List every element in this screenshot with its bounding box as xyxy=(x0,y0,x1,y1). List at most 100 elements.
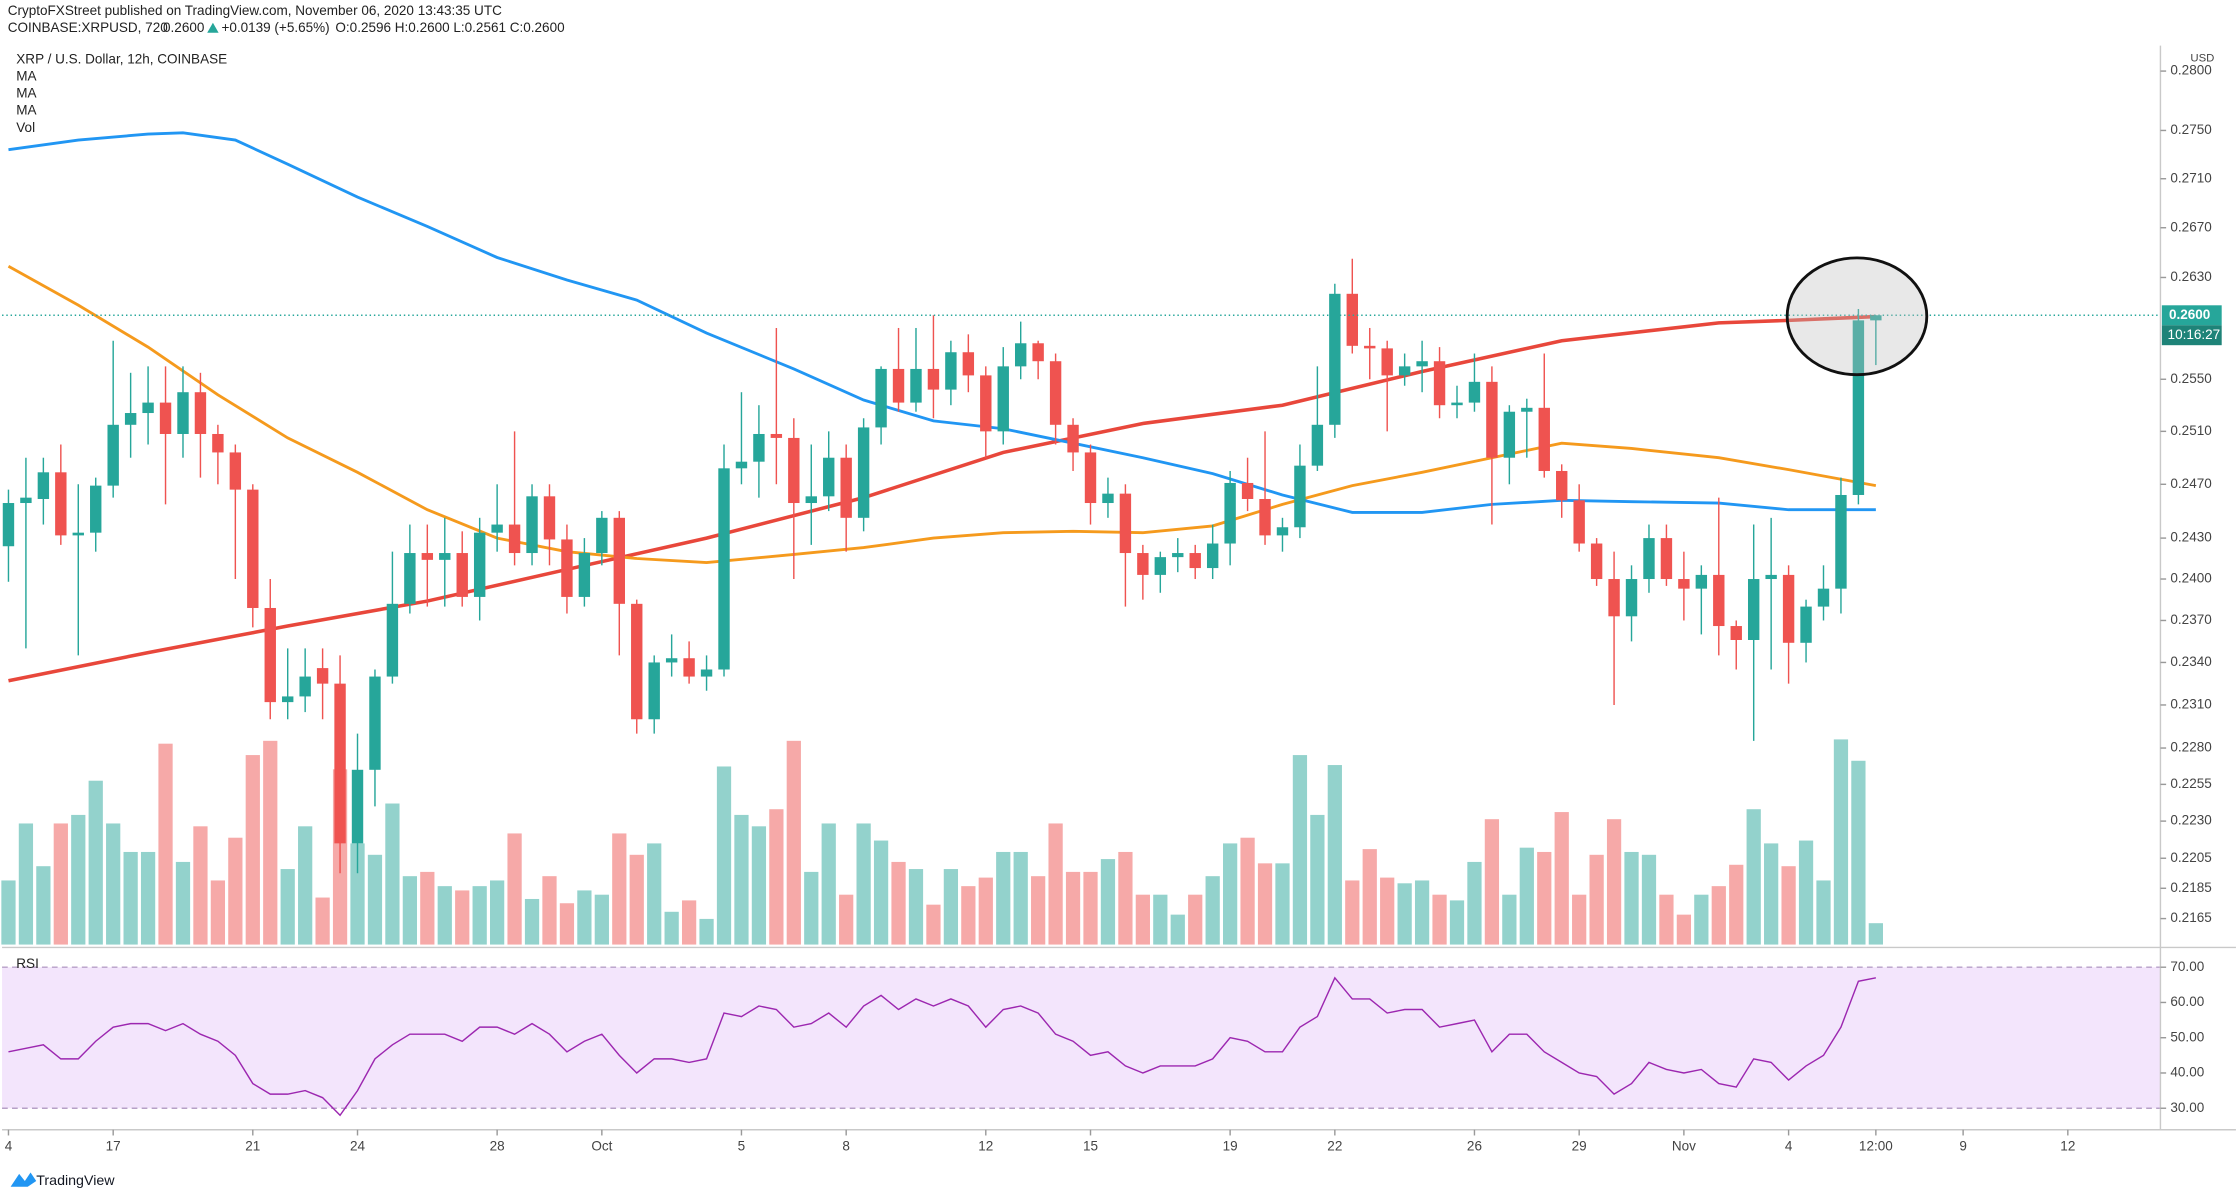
y-tick-label: 0.2670 xyxy=(2170,219,2211,234)
y-tick-label: 0.2710 xyxy=(2170,170,2211,185)
moving-average xyxy=(7,264,1877,565)
volume-bar xyxy=(1223,843,1238,945)
candle-body xyxy=(1084,452,1097,504)
candle-body xyxy=(369,676,381,770)
volume-bar xyxy=(1833,739,1849,945)
y-tick-label: 0.2255 xyxy=(2170,776,2211,791)
candle-body xyxy=(1590,543,1603,580)
volume-bar xyxy=(1170,914,1185,945)
footer: TradingView xyxy=(36,1173,115,1189)
y-tick-label: 0.2400 xyxy=(2170,571,2211,586)
moving-average xyxy=(8,314,1876,683)
y-tick-label: 0.2185 xyxy=(2170,880,2211,895)
candle-body xyxy=(892,368,905,403)
candle-body xyxy=(1468,381,1481,403)
candle-body xyxy=(421,553,434,560)
candle-body xyxy=(1625,579,1638,617)
candle-body xyxy=(37,472,50,499)
candle-body xyxy=(1730,626,1742,640)
candle-body xyxy=(840,457,852,518)
volume-bar xyxy=(1572,894,1587,945)
candle-body xyxy=(770,433,783,438)
volume-bar xyxy=(629,854,644,945)
y-tick-label: 50.00 xyxy=(2170,1029,2204,1044)
price: 0.2600 xyxy=(163,20,204,35)
candle-body xyxy=(1486,381,1498,458)
candle-body xyxy=(1381,348,1393,376)
legend-title: XRP / U.S. Dollar, 12h, COINBASE xyxy=(16,51,227,66)
volume-bar xyxy=(228,837,243,945)
volume-bar xyxy=(1449,900,1465,945)
volume-bar xyxy=(140,851,156,945)
candle-body xyxy=(875,368,887,428)
candle-body xyxy=(282,696,294,703)
volume-bar xyxy=(1519,847,1534,945)
volume-bar xyxy=(978,877,993,945)
candle-body xyxy=(980,375,992,432)
volume-bar xyxy=(350,843,365,945)
x-tick-label: 4 xyxy=(5,1138,13,1153)
volume-bar xyxy=(263,740,278,945)
volume-bar xyxy=(1711,886,1726,945)
volume-bar xyxy=(1781,866,1796,945)
volume-bar xyxy=(612,833,627,945)
y-tick-label: 0.2230 xyxy=(2170,813,2211,828)
y-tick-label: 40.00 xyxy=(2170,1065,2204,1080)
candle-body xyxy=(194,392,207,434)
candle-body xyxy=(299,676,311,697)
legend-vol: Vol xyxy=(16,120,35,135)
volume-bar xyxy=(891,861,906,945)
candle-body xyxy=(334,683,346,844)
candle-body xyxy=(1817,588,1830,607)
candle-body xyxy=(962,352,975,376)
candle-body xyxy=(1398,366,1411,376)
candle-body xyxy=(1678,579,1690,589)
candle-body xyxy=(1206,543,1219,569)
candle-body xyxy=(491,524,503,533)
candle-body xyxy=(526,496,538,554)
candle-body xyxy=(1433,361,1446,406)
candle-body xyxy=(1067,424,1079,453)
candle-body xyxy=(1451,402,1463,406)
volume-bar xyxy=(53,823,68,945)
candle-body xyxy=(683,658,695,677)
candle-body xyxy=(1102,493,1114,504)
rsi-line xyxy=(8,976,1876,1117)
volume-bar xyxy=(681,900,697,945)
y-tick-label: 30.00 xyxy=(2170,1100,2204,1115)
volume-bar xyxy=(1257,863,1273,945)
candle-body xyxy=(20,497,32,504)
volume-bar xyxy=(1310,814,1325,945)
candle-body xyxy=(1189,553,1201,569)
volume-bar xyxy=(18,823,34,945)
candle-body xyxy=(351,769,364,844)
volume-bar xyxy=(1414,880,1430,945)
candle-body xyxy=(1747,579,1760,640)
volume-bar xyxy=(1188,894,1203,945)
candle-body xyxy=(316,668,329,684)
candle-body xyxy=(1713,574,1725,627)
candle-body xyxy=(1503,411,1516,458)
volume-bar xyxy=(1641,854,1657,945)
candle-body xyxy=(561,539,573,597)
candle-body xyxy=(1154,557,1167,575)
candle-body xyxy=(55,472,67,536)
y-tick-label: 0.2630 xyxy=(2170,269,2211,284)
countdown-box xyxy=(2161,325,2222,346)
candle-body xyxy=(578,553,591,597)
candle-body xyxy=(1014,343,1027,367)
volume-bar xyxy=(1031,876,1046,945)
volume-bar xyxy=(1205,876,1220,945)
volume-bar xyxy=(455,890,470,945)
volume-bar xyxy=(1606,819,1622,945)
x-tick-label: 26 xyxy=(1467,1138,1482,1153)
volume-bar xyxy=(210,880,226,945)
candle-body xyxy=(1311,424,1324,466)
x-tick-label: 12:00 xyxy=(1859,1138,1893,1153)
volume-bar xyxy=(1240,837,1255,945)
volume-bar xyxy=(1013,851,1028,945)
candle-body xyxy=(1870,315,1882,321)
symbol: COINBASE:XRPUSD, 720 xyxy=(8,20,168,35)
volume-bar xyxy=(1694,894,1709,945)
